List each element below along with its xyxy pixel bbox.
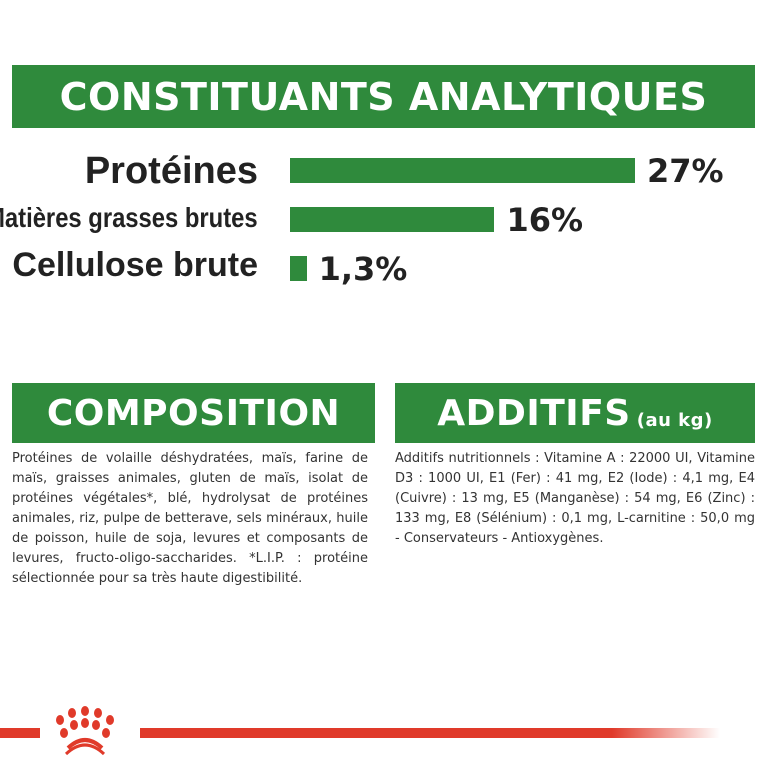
value-proteines: 27% (647, 152, 724, 190)
additifs-header: ADDITIFS (au kg) (395, 383, 755, 443)
bar-cellulose (290, 256, 307, 281)
composition-header: COMPOSITION (12, 383, 375, 443)
additifs-title: ADDITIFS (437, 392, 631, 434)
bar-proteines (290, 158, 635, 183)
label-matieres-grasses: Matières grasses brutes (0, 202, 258, 233)
label-cellulose: Cellulose brute (12, 246, 258, 284)
analytics-header: CONSTITUANTS ANALYTIQUES (12, 65, 755, 128)
additifs-text: Additifs nutritionnels : Vitamine A : 22… (395, 451, 755, 546)
bar-matieres-grasses (290, 207, 495, 232)
crown-icon (40, 700, 140, 760)
footer-red-line (0, 728, 720, 738)
composition-text: Protéines de volaille déshydratées, maïs… (12, 451, 368, 586)
value-matieres-grasses: 16% (506, 201, 584, 239)
label-proteines: Protéines (84, 150, 258, 192)
additifs-unit: (au kg) (636, 410, 713, 431)
value-cellulose: 1,3% (318, 250, 408, 288)
